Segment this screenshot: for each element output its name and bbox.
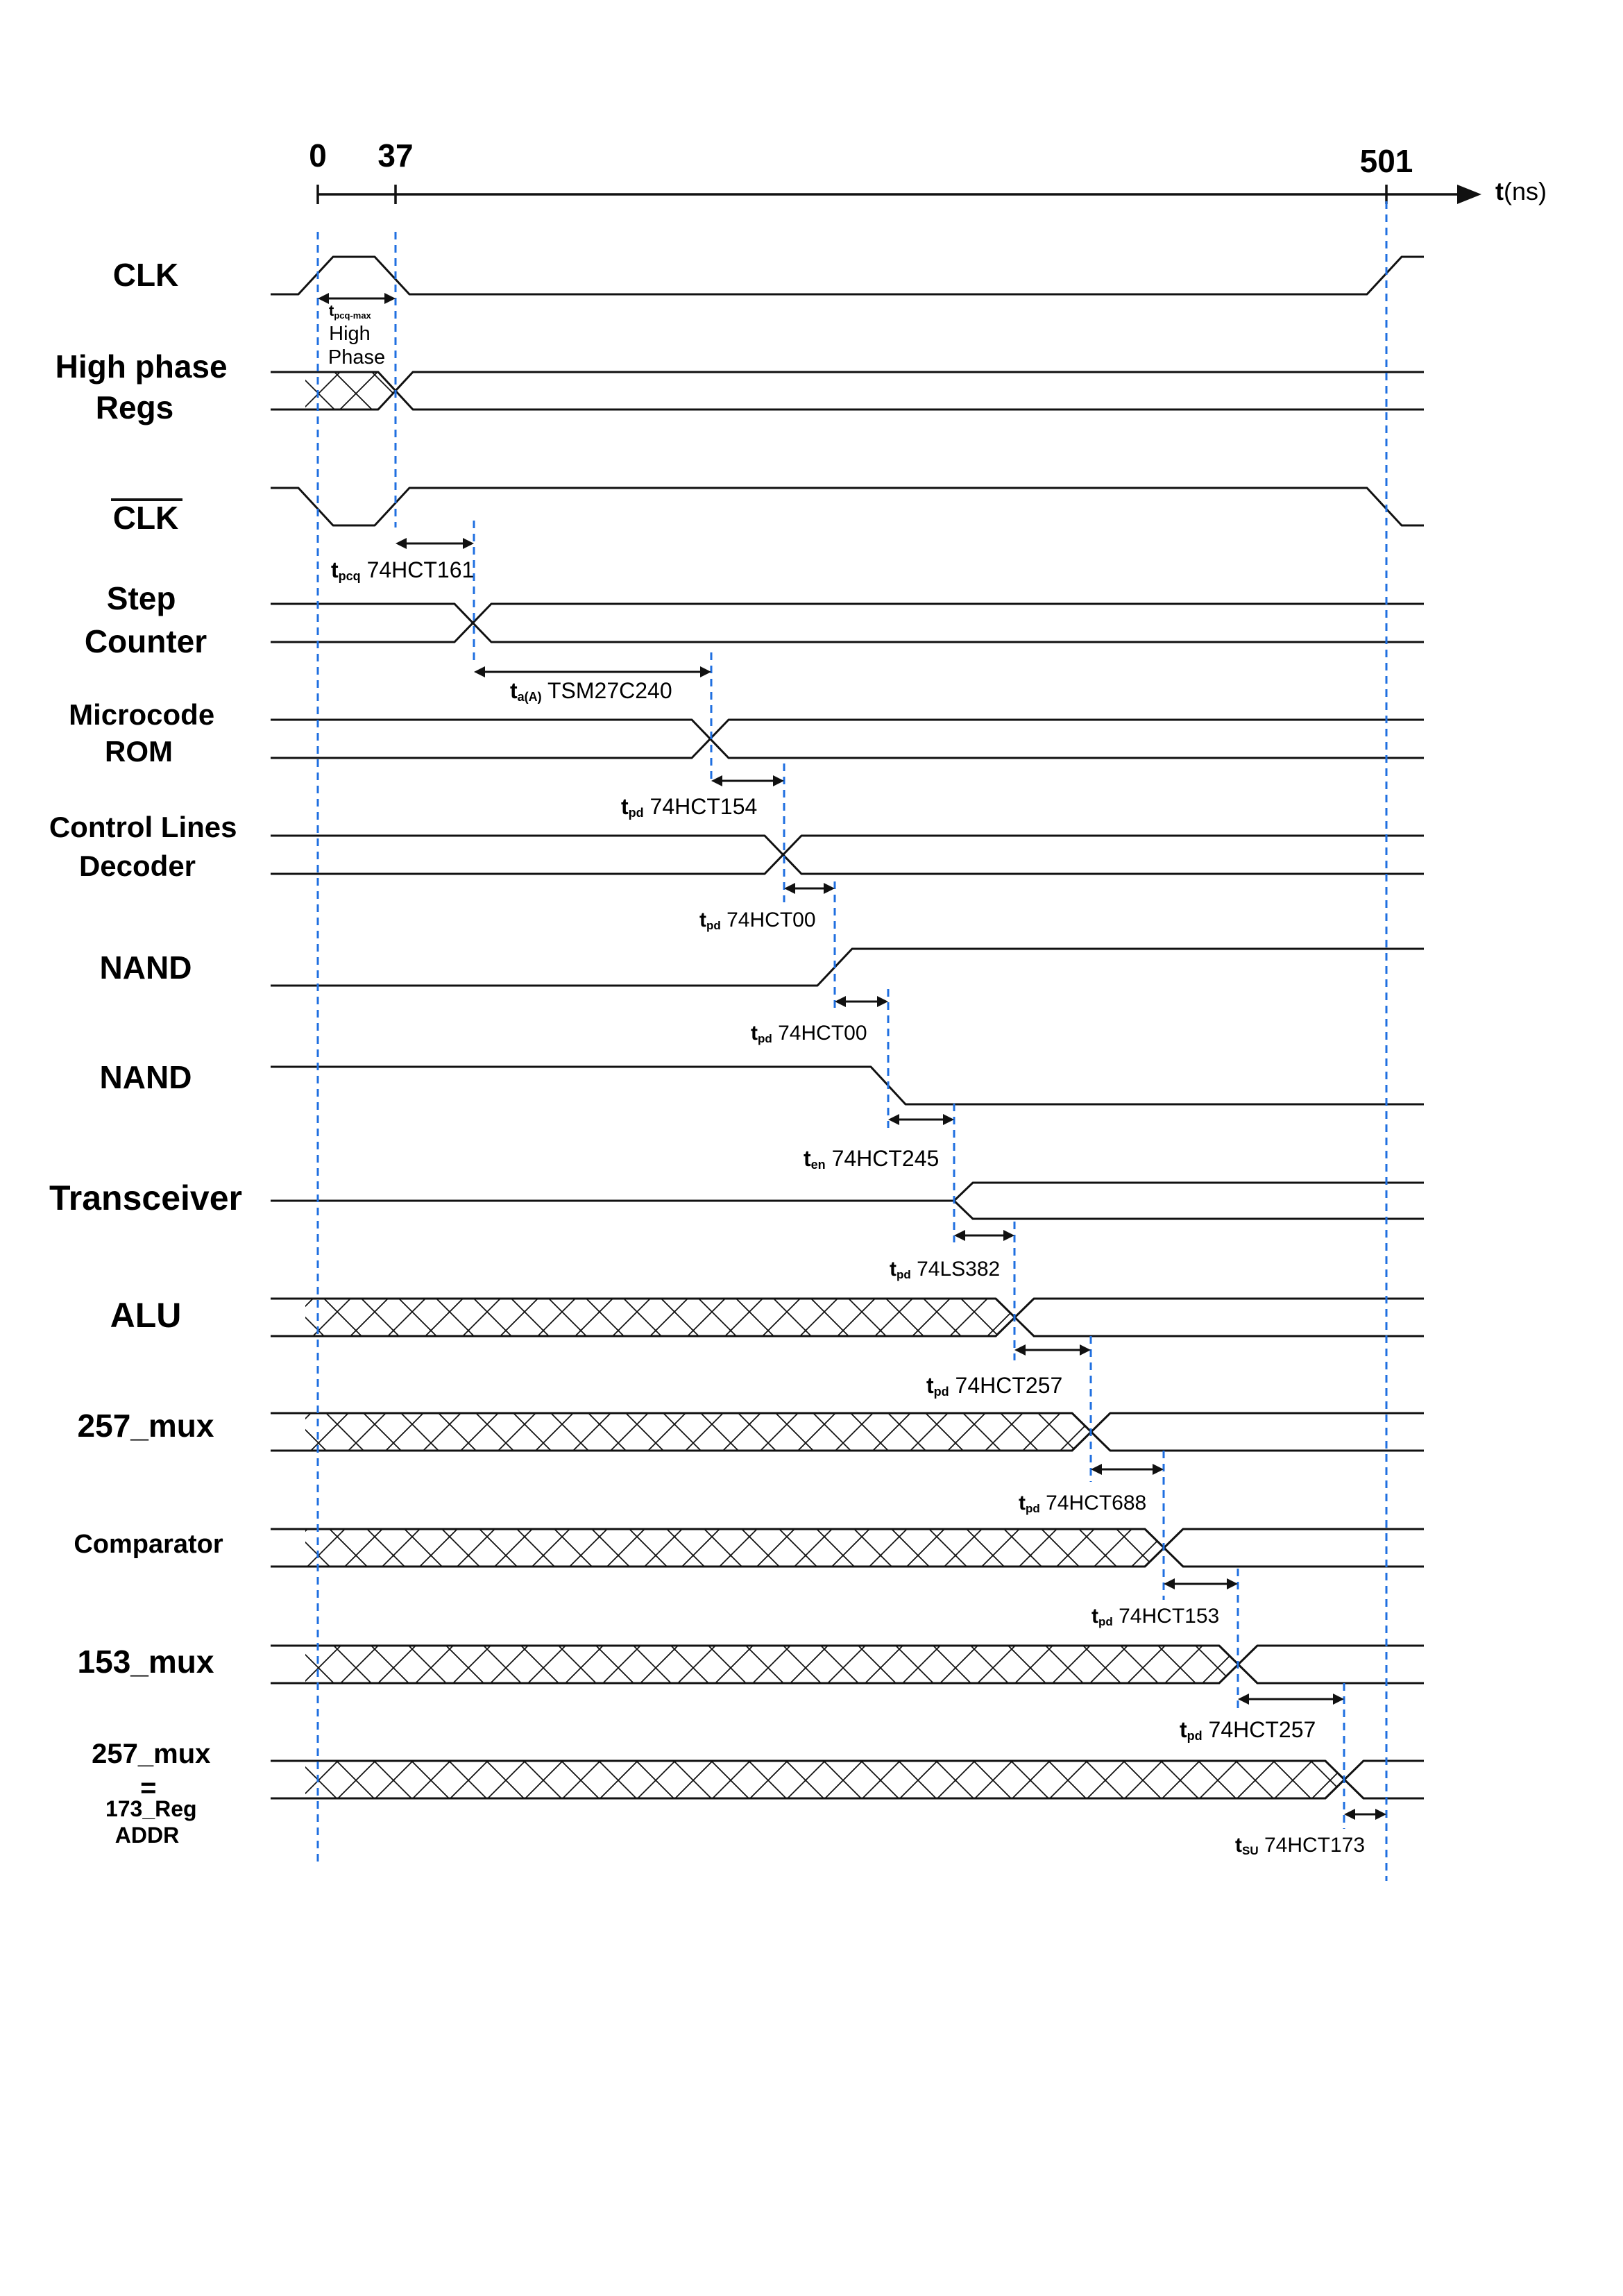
tick-label-0: 0 bbox=[309, 137, 327, 174]
wave-reg-addr-unknown bbox=[305, 1761, 1344, 1798]
signal-label-microcode-rom: Microcode ROM bbox=[69, 698, 223, 768]
annotation-high-phase-line: Phase bbox=[328, 346, 385, 369]
annotation-tsu-173: tSU 74HCT173 bbox=[1235, 1834, 1365, 1857]
waveforms bbox=[271, 255, 1424, 1800]
dim-arrow-tpd-382 bbox=[954, 1230, 1014, 1241]
tick-label-501: 501 bbox=[1360, 143, 1413, 179]
signal-label-line: Counter bbox=[85, 623, 207, 659]
signal-label-reg-addr: 257_mux = 173_Reg ADDR bbox=[92, 1739, 214, 1848]
dim-arrow-tpd-257-a bbox=[1014, 1344, 1091, 1356]
wave-clk-bar bbox=[271, 487, 1424, 527]
signal-label-line: Step bbox=[107, 580, 176, 616]
annotation-tpd-154: tpd 74HCT154 bbox=[621, 794, 757, 820]
dim-arrow-tpd-154 bbox=[711, 775, 784, 786]
dim-arrow-tpd-257-b bbox=[1238, 1694, 1344, 1705]
signal-label-nand-2: NAND bbox=[100, 1059, 192, 1095]
signal-label-line: = bbox=[140, 1773, 156, 1803]
signal-label-clk-bar: CLK bbox=[113, 500, 179, 536]
annotation-tpd-00-b: tpd 74HCT00 bbox=[751, 1022, 867, 1045]
signal-label-comparator: Comparator bbox=[74, 1530, 223, 1559]
time-axis: 0 37 501 t(ns) bbox=[309, 137, 1547, 205]
dim-arrow-tpcq-161 bbox=[396, 538, 474, 549]
delay-annotations: tpcq-max High Phase tpcq 74HCT161 ta(A) … bbox=[328, 302, 1365, 1857]
annotation-ta-27c240: ta(A) TSM27C240 bbox=[510, 678, 672, 704]
signal-label-line: Decoder bbox=[79, 850, 196, 882]
signal-labels: CLK High phase Regs CLK Step Counter Mic… bbox=[49, 257, 245, 1848]
signal-label-transceiver: Transceiver bbox=[49, 1179, 242, 1217]
signal-label-line: ROM bbox=[105, 735, 173, 768]
wave-step-counter bbox=[271, 602, 1424, 643]
annotation-high-phase-line: High bbox=[329, 323, 371, 345]
tick-label-37: 37 bbox=[377, 137, 413, 174]
dim-arrow-tpd-688 bbox=[1091, 1464, 1164, 1475]
signal-label-line: Control Lines bbox=[49, 811, 237, 843]
signal-label-nand-1: NAND bbox=[100, 949, 192, 986]
annotation-tpd-688: tpd 74HCT688 bbox=[1019, 1492, 1146, 1515]
annotation-tpcq-max: tpcq-max bbox=[329, 302, 372, 321]
signal-label-line: 173_Reg bbox=[105, 1796, 197, 1821]
annotation-tpd-382: tpd 74LS382 bbox=[890, 1258, 1000, 1281]
annotation-tpd-00-a: tpd 74HCT00 bbox=[699, 909, 816, 932]
wave-clk bbox=[271, 255, 1424, 296]
signal-label-line: Microcode bbox=[69, 698, 214, 731]
dim-arrow-ta-27c240 bbox=[474, 666, 711, 677]
axis-label: t(ns) bbox=[1495, 177, 1547, 205]
wave-mux-257-unknown bbox=[305, 1413, 1091, 1451]
annotation-tpcq-161: tpcq 74HCT161 bbox=[331, 557, 474, 583]
annotation-tpd-153: tpd 74HCT153 bbox=[1091, 1605, 1219, 1628]
dim-arrow-tpcq-max bbox=[318, 293, 396, 304]
axis-label-unit: (ns) bbox=[1504, 177, 1547, 205]
signal-label-mux-257: 257_mux bbox=[78, 1408, 214, 1444]
dim-arrow-tsu-173 bbox=[1344, 1809, 1386, 1820]
wave-nand-1 bbox=[271, 947, 1424, 987]
wave-comparator-unknown bbox=[305, 1529, 1164, 1567]
signal-label-line: ADDR bbox=[115, 1823, 179, 1848]
signal-label-step-counter: Step Counter bbox=[85, 580, 207, 659]
signal-label-line: High phase bbox=[56, 348, 228, 385]
annotation-high-phase: High Phase bbox=[328, 323, 385, 369]
timing-guides bbox=[316, 201, 1388, 1881]
wave-high-phase-regs bbox=[271, 371, 1424, 411]
time-axis-arrowhead bbox=[1457, 185, 1481, 204]
dim-arrow-tpd-00-a bbox=[784, 883, 835, 894]
wave-mux-153-unknown bbox=[305, 1646, 1238, 1683]
wave-transceiver bbox=[271, 1181, 1424, 1220]
wave-nand-2 bbox=[271, 1065, 1424, 1106]
annotation-tpd-257-b: tpd 74HCT257 bbox=[1180, 1717, 1316, 1743]
axis-label-main: t bbox=[1495, 177, 1504, 205]
wave-alu-unknown bbox=[305, 1299, 1014, 1336]
wave-microcode-rom bbox=[271, 718, 1424, 759]
signal-label-high-phase-regs: High phase Regs bbox=[56, 348, 237, 425]
annotation-ten-245: ten 74HCT245 bbox=[804, 1146, 939, 1172]
dim-arrow-tpd-00-b bbox=[835, 996, 888, 1007]
signal-label-mux-153: 153_mux bbox=[78, 1644, 214, 1680]
signal-label-control-lines-decoder: Control Lines Decoder bbox=[49, 811, 245, 882]
annotation-tpd-257-a: tpd 74HCT257 bbox=[926, 1373, 1062, 1399]
wave-high-phase-regs-unknown bbox=[305, 372, 396, 410]
signal-label-alu: ALU bbox=[110, 1296, 182, 1335]
signal-label-clk: CLK bbox=[113, 257, 179, 293]
signal-label-line: 257_mux bbox=[92, 1739, 210, 1769]
signal-label-line: Regs bbox=[96, 389, 173, 425]
wave-control-lines-decoder bbox=[271, 834, 1424, 875]
dim-arrow-ten-245 bbox=[888, 1114, 954, 1125]
delay-arrows bbox=[318, 293, 1386, 1820]
dim-arrow-tpd-153 bbox=[1164, 1578, 1238, 1589]
